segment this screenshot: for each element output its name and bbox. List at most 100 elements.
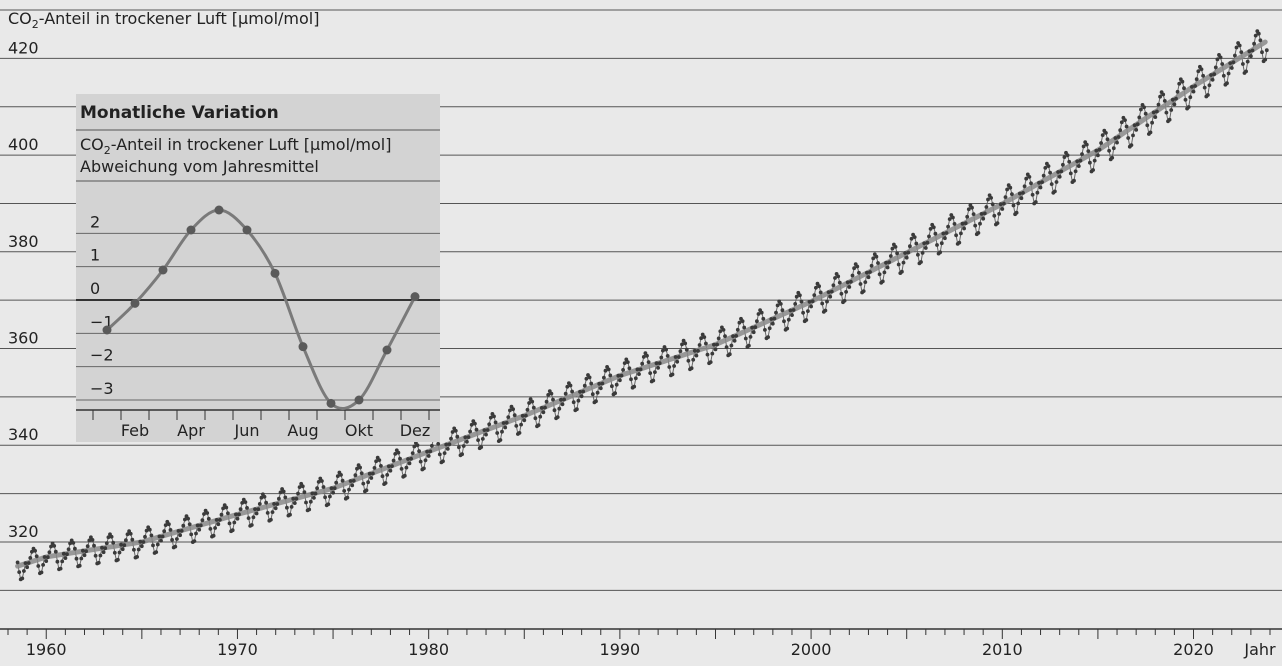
main-data-point bbox=[1126, 136, 1131, 140]
main-data-point bbox=[488, 415, 493, 420]
main-data-point bbox=[766, 335, 770, 339]
main-data-point bbox=[469, 422, 474, 427]
main-data-point bbox=[737, 320, 742, 325]
inset-x-tick-Jun: Jun bbox=[234, 421, 260, 440]
main-data-point bbox=[618, 378, 622, 383]
main-data-point bbox=[1100, 133, 1105, 138]
main-data-point bbox=[254, 511, 259, 516]
main-x-tick-2010: 2010 bbox=[982, 640, 1023, 659]
main-data-point bbox=[224, 505, 229, 510]
main-data-point bbox=[525, 407, 530, 412]
main-data-point bbox=[1054, 180, 1059, 184]
main-data-point bbox=[476, 438, 480, 442]
main-data-point bbox=[1148, 130, 1153, 135]
main-data-point bbox=[1218, 55, 1223, 60]
main-data-point bbox=[576, 398, 581, 403]
main-data-point bbox=[409, 456, 413, 461]
main-data-point bbox=[866, 275, 871, 280]
main-data-point bbox=[117, 550, 122, 555]
main-data-point bbox=[308, 499, 313, 504]
main-data-point bbox=[794, 294, 799, 299]
main-data-point bbox=[522, 418, 527, 423]
main-data-point bbox=[42, 555, 47, 559]
main-data-point bbox=[923, 246, 928, 250]
main-data-point bbox=[1180, 79, 1185, 84]
main-data-point bbox=[332, 486, 337, 491]
main-data-point bbox=[606, 367, 611, 372]
main-data-point bbox=[1005, 187, 1009, 192]
main-data-point bbox=[557, 406, 562, 411]
main-data-point bbox=[770, 321, 775, 326]
main-data-point bbox=[645, 353, 649, 358]
main-data-point bbox=[492, 414, 496, 419]
main-data-point bbox=[900, 269, 904, 274]
main-data-point bbox=[323, 495, 327, 500]
main-data-point bbox=[694, 353, 699, 358]
main-data-point bbox=[216, 522, 221, 527]
main-data-point bbox=[990, 202, 995, 207]
main-data-point bbox=[139, 544, 144, 549]
main-data-point bbox=[1162, 99, 1167, 103]
main-data-point bbox=[109, 534, 114, 539]
main-data-point bbox=[790, 313, 794, 317]
main-data-point bbox=[25, 565, 29, 570]
main-data-point bbox=[307, 507, 312, 512]
main-data-point bbox=[1016, 201, 1021, 206]
main-data-point bbox=[273, 506, 278, 511]
main-data-point bbox=[1119, 120, 1124, 125]
inset-point-Sep bbox=[326, 398, 336, 408]
main-data-point bbox=[1201, 73, 1205, 78]
main-data-point bbox=[1233, 53, 1237, 58]
main-data-point bbox=[425, 449, 429, 454]
main-data-point bbox=[178, 533, 183, 538]
main-data-point bbox=[350, 483, 355, 488]
main-data-point bbox=[39, 570, 44, 575]
main-data-point bbox=[935, 243, 939, 247]
main-data-point bbox=[347, 487, 351, 492]
main-data-point bbox=[1021, 191, 1025, 195]
main-data-point bbox=[702, 335, 707, 339]
main-data-point bbox=[908, 244, 912, 249]
main-data-point bbox=[976, 231, 981, 235]
main-data-point bbox=[828, 294, 833, 299]
main-data-point bbox=[468, 429, 472, 434]
main-data-point bbox=[437, 452, 442, 457]
main-data-point bbox=[226, 511, 230, 516]
main-data-point bbox=[1252, 41, 1256, 46]
main-data-point bbox=[455, 434, 460, 439]
main-data-point bbox=[1155, 109, 1159, 114]
main-data-point bbox=[829, 289, 834, 294]
main-data-point bbox=[96, 560, 101, 565]
main-data-point bbox=[1107, 148, 1111, 153]
main-data-point bbox=[385, 473, 390, 477]
main-data-point bbox=[944, 231, 949, 235]
main-data-point bbox=[857, 270, 861, 275]
main-data-point bbox=[621, 368, 625, 372]
main-data-point bbox=[555, 415, 560, 419]
main-data-point bbox=[839, 291, 844, 296]
main-data-point bbox=[340, 478, 345, 483]
main-data-point bbox=[731, 334, 735, 339]
main-data-point bbox=[269, 517, 273, 522]
inset-title: Monatliche Variation bbox=[80, 103, 279, 123]
main-data-point bbox=[1113, 136, 1118, 140]
main-x-tick-1980: 1980 bbox=[408, 640, 449, 659]
main-data-point bbox=[683, 341, 688, 346]
main-data-point bbox=[602, 375, 606, 380]
main-data-point bbox=[1115, 140, 1119, 145]
main-data-point bbox=[785, 326, 790, 331]
main-data-point bbox=[544, 399, 549, 404]
main-data-point bbox=[1075, 159, 1080, 164]
main-data-point bbox=[1209, 73, 1213, 77]
main-data-point bbox=[288, 512, 292, 517]
main-data-point bbox=[501, 421, 506, 425]
main-data-point bbox=[861, 289, 866, 293]
main-data-point bbox=[676, 355, 681, 359]
main-data-point bbox=[1014, 210, 1019, 215]
main-data-point bbox=[943, 236, 947, 241]
main-data-point bbox=[1247, 49, 1252, 54]
main-data-point bbox=[202, 512, 206, 516]
main-data-point bbox=[399, 467, 404, 471]
main-data-point bbox=[1116, 135, 1121, 139]
main-data-point bbox=[1206, 93, 1210, 97]
